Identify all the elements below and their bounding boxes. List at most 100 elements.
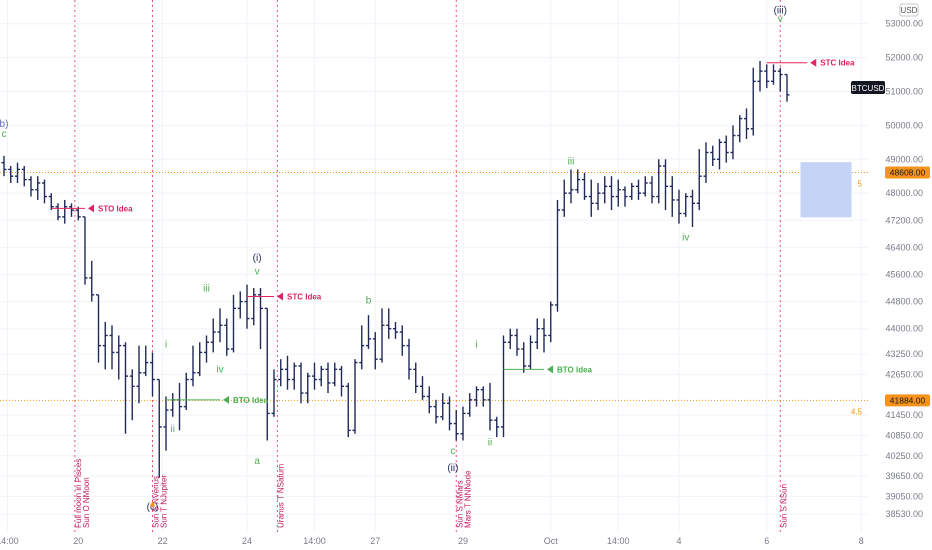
price-tick-label: 53000.00 [885,19,923,29]
price-axis[interactable]: 53000.00 52000.00 51000.00 50000.00 49000.00… [868,0,932,532]
candle [291,362,297,390]
wave-label: ii [488,438,492,449]
time-tick-label: Oct [544,536,559,546]
candle [305,372,311,404]
trade-idea-label: STO Idea [98,204,133,213]
time-tick-label: 20 [73,536,83,546]
candle [757,60,763,92]
trade-idea[interactable]: STC Idea [766,58,855,68]
event-label: Uranus T NSaturn [276,464,285,528]
time-tick-label: 22 [158,536,168,546]
target-zone-box[interactable] [800,162,852,218]
candle [170,393,176,417]
candle [426,386,432,414]
candle [406,338,412,380]
price-badge-text: 41884.00 [890,395,926,405]
price-tick-label: 52000.00 [885,53,923,63]
candle [312,362,317,390]
trade-idea-arrow-icon [223,395,229,404]
candle [177,382,182,431]
candlestick-series [1,60,790,478]
candle [561,179,567,217]
candle [744,108,749,139]
wave-label: (c) [147,502,159,513]
wave-label: (i) [253,253,262,264]
candle [21,166,27,187]
wave-label: (iii) [774,6,787,17]
candle [413,362,419,394]
candle [750,67,756,136]
candle [433,399,439,424]
event-label: Mars T NNNode [463,470,472,528]
price-tick-label: 49000.00 [885,154,923,164]
candle [420,376,425,400]
price-tick-label: 46400.00 [885,242,923,252]
candle [649,176,655,204]
candle [737,115,743,143]
trade-idea-label: STC Idea [820,59,855,68]
trade-idea-arrow-icon [88,204,94,213]
astro-event-lines: Full moon in Pisces Sun O NMoon Sun S NVen… [74,0,788,532]
candle [102,321,108,370]
time-tick-label: 14:00 [0,536,19,546]
wave-label: iv [216,365,223,376]
candle [258,288,263,350]
candle [359,325,365,370]
time-tick-label: 4 [676,536,681,546]
candle [48,193,54,211]
candle [339,365,344,397]
candle [278,359,284,387]
price-tick-label: 39050.00 [885,491,923,501]
candle [629,182,635,200]
candle [703,142,709,183]
candle [69,203,74,217]
candle [575,169,581,194]
time-tick-label: 27 [370,536,380,546]
trade-idea-markers[interactable]: STO Idea STC Idea BTO Idea BTO Idea STC Idea [51,58,855,405]
candle [231,294,236,353]
grid-lines [0,0,868,532]
candle [507,328,513,350]
candle [264,307,270,441]
candle [366,315,371,350]
time-axis[interactable]: 14:00 20 22 24 14:00 27 29 Oct 14:00 4 6 8 [0,532,932,550]
candle [521,342,527,373]
candle [386,308,392,339]
candle [771,64,776,85]
time-tick-label: 8 [859,536,864,546]
wave-label: v [778,14,783,25]
price-tick-label: 43250.00 [885,349,923,359]
time-tick-label: 14:00 [303,536,326,546]
candle [372,332,378,370]
wave-label: (ii) [447,463,458,474]
candle [534,318,540,350]
candle [237,291,243,319]
price-tick-label: 38530.00 [885,509,923,519]
trade-idea[interactable]: STO Idea [51,204,133,213]
candle [595,182,601,211]
wave-label: i [165,339,167,350]
time-tick-label: 14:00 [607,536,630,546]
time-tick-label: 24 [242,536,252,546]
candle [764,64,770,89]
horizontal-price-lines: 54.5 [0,172,868,416]
candle [75,206,81,221]
event-label: Sun O NMoon [82,477,91,528]
candle [345,382,351,438]
trade-idea-arrow-icon [277,292,283,301]
trade-idea[interactable]: BTO Idea [503,365,593,374]
candle [210,318,216,353]
candle [96,294,101,363]
candle [89,260,95,302]
candle [197,342,203,377]
wave-label: iii [568,156,575,167]
trade-idea[interactable]: STC Idea [247,292,322,301]
trade-idea[interactable]: BTO Idea [166,395,269,405]
trade-idea-arrow-icon [547,365,553,374]
candle [474,386,479,407]
candle [514,328,520,356]
candle [548,301,554,343]
event-label: Sun S NSun [779,484,788,528]
